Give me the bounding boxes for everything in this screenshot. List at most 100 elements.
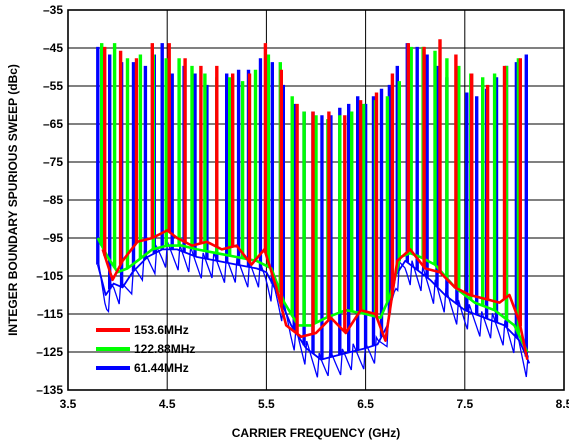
spur-peak (125, 58, 130, 269)
spur-peak (433, 50, 437, 265)
series-layer (96, 39, 531, 378)
spur-peak (445, 58, 449, 279)
spur-peak (270, 62, 274, 284)
spur-peak (374, 92, 379, 317)
plot-frame (67, 9, 565, 391)
y-tick-label: –115 (37, 307, 63, 321)
spur-peak (160, 43, 164, 250)
spur-peak (327, 111, 331, 320)
y-tick-labels: –35 –45 –55 –65 –75 –85 –95 –105 –115 –125 –135 (36, 3, 63, 397)
spur-peak (492, 73, 497, 311)
series-122.88MHz (96, 43, 529, 353)
spur-peak (138, 54, 143, 259)
spur-peak (320, 115, 324, 360)
spur-peak (361, 103, 366, 314)
spur-peak (108, 54, 112, 290)
spur-peak (385, 96, 390, 302)
spur-peak (225, 73, 229, 263)
spur-peak (295, 103, 299, 334)
spur-peak (203, 73, 207, 251)
x-tick-label: 3.5 (60, 397, 77, 411)
spur-peak (231, 73, 235, 247)
x-tick-label: 5.5 (258, 397, 275, 411)
spur-peak (425, 54, 429, 278)
spur-peak (524, 54, 528, 357)
legend: 153.6MHz 122.88MHz 61.44MHz (96, 323, 195, 375)
y-tick-label: –75 (43, 155, 63, 169)
spur-peak (258, 58, 263, 270)
series-153.6MHz (101, 39, 529, 360)
series-noise-trace (97, 241, 529, 378)
series-floor-trace (96, 248, 531, 364)
spur-peak (390, 73, 395, 295)
x-tick-label: 8.5 (556, 397, 569, 411)
spur-peak (409, 46, 413, 254)
spur-peak (118, 50, 123, 265)
spur-peak (131, 62, 136, 272)
spur-peak (253, 69, 258, 261)
spur-peak (397, 81, 401, 261)
spur-peak (164, 58, 168, 246)
x-tick-labels: 3.5 4.5 5.5 6.5 7.5 8.5 (60, 397, 569, 411)
spur-peak (266, 54, 271, 267)
spur-peak (470, 73, 474, 296)
y-tick-label: –35 (43, 3, 63, 17)
spur-peak (177, 58, 181, 246)
spur-peak (338, 115, 342, 313)
spur-peak (236, 69, 241, 265)
spur-peak (112, 43, 117, 268)
spur-peak (290, 96, 294, 316)
spur-peak (475, 96, 479, 315)
spur-peak (279, 69, 283, 307)
spur-peak (457, 65, 461, 291)
spur-peak (167, 43, 171, 232)
spur-peak (406, 43, 410, 252)
y-tick-label: –55 (43, 79, 63, 93)
spur-peak (347, 103, 351, 353)
x-tick-label: 4.5 (159, 397, 176, 411)
spur-peak (134, 58, 139, 244)
spur-peak (190, 65, 194, 249)
spur-peak (350, 111, 354, 312)
spur-peak (485, 84, 490, 300)
spur-peak (215, 65, 219, 247)
spur-peak (302, 111, 306, 326)
y-tick-label: –125 (36, 345, 63, 359)
spur-peak (502, 65, 507, 299)
spur-peak (356, 96, 360, 351)
spur-peak (481, 77, 485, 306)
spur-peak (228, 77, 232, 256)
spur-peak (150, 43, 154, 238)
y-tick-label: –105 (36, 269, 63, 283)
spur-peak (103, 46, 107, 256)
spur-peak (183, 58, 187, 243)
spur-peak (199, 65, 203, 244)
spur-peak (263, 43, 268, 253)
legend-label: 122.88MHz (134, 342, 195, 356)
spur-peak (379, 88, 384, 337)
y-tick-label: –135 (36, 383, 63, 397)
spur-peak (170, 73, 174, 250)
spur-peak (343, 115, 347, 332)
spur-peak (314, 115, 318, 323)
spur-peak (415, 46, 419, 270)
y-tick-label: –95 (43, 231, 63, 245)
legend-label: 61.44MHz (134, 361, 189, 375)
spur-peak (454, 54, 458, 288)
spur-peak (358, 100, 363, 311)
legend-label: 153.6MHz (134, 323, 189, 337)
spur-peak (96, 46, 100, 265)
spur-peak (240, 81, 245, 259)
y-tick-label: –45 (43, 41, 63, 55)
spur-peak (438, 39, 442, 273)
series-floor-trace (101, 229, 529, 360)
x-axis-label: CARRIER FREQUENCY (GHz) (232, 426, 400, 440)
y-tick-label: –85 (43, 193, 63, 207)
spur-peak (193, 73, 197, 257)
spur-peak (422, 46, 426, 268)
y-tick-label: –65 (43, 117, 63, 131)
spur-peak (143, 65, 148, 259)
spur-peak (465, 92, 469, 311)
y-axis-label: INTEGER BOUNDARY SPURIOUS SWEEP (dBc) (6, 64, 20, 336)
